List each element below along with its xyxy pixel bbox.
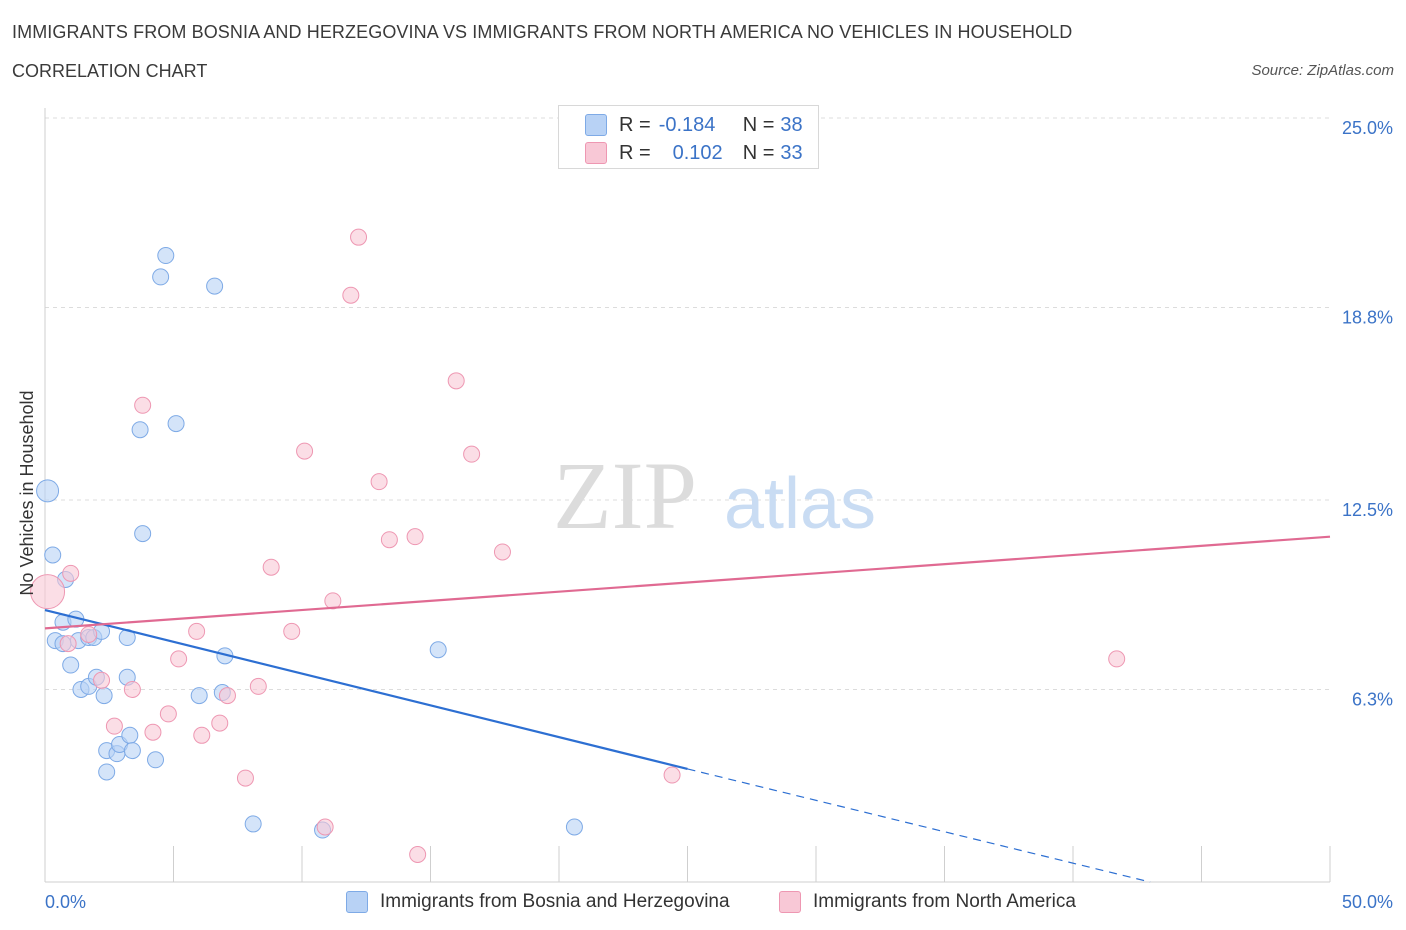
point-north-america	[188, 622, 206, 640]
point-north-america	[62, 564, 80, 582]
legend-row-north-america: R = 0.102 N = 33	[585, 141, 803, 165]
point-north-america	[159, 705, 177, 723]
series-legend-north-america: Immigrants from North America	[779, 890, 1076, 914]
point-north-america	[193, 726, 211, 744]
point-north-america	[447, 372, 465, 390]
point-north-america	[218, 687, 236, 705]
data-points	[30, 228, 1126, 863]
point-bosnia	[157, 247, 175, 265]
y-tick-label: 6.3%	[1352, 689, 1393, 709]
y-tick-label: 12.5%	[1342, 500, 1393, 520]
series-swatch-blue	[346, 891, 368, 913]
point-north-america	[144, 723, 162, 741]
point-north-america	[370, 473, 388, 491]
watermark: ZIP atlas	[553, 442, 876, 549]
point-north-america	[123, 680, 141, 698]
legend-r-label: R =	[619, 113, 651, 136]
point-bosnia	[206, 277, 224, 295]
watermark-atlas: atlas	[724, 464, 876, 544]
legend-n-value: 33	[780, 141, 803, 164]
point-north-america	[350, 228, 368, 246]
series-legend-label: Immigrants from Bosnia and Herzegovina	[380, 891, 730, 912]
source-credit: Source: ZipAtlas.com	[1251, 62, 1394, 79]
point-north-america	[211, 714, 229, 732]
point-north-america	[236, 769, 254, 787]
point-north-america	[283, 622, 301, 640]
point-north-america	[409, 845, 427, 863]
legend-swatch-blue	[585, 114, 607, 136]
point-bosnia	[62, 656, 80, 674]
y-axis-label: No Vehicles in Household	[17, 390, 37, 595]
point-north-america	[262, 558, 280, 576]
point-north-america	[493, 543, 511, 561]
y-tick-label: 18.8%	[1342, 307, 1393, 327]
trend-lines	[44, 535, 1331, 883]
x-tick-label: 0.0%	[45, 892, 86, 912]
chart-title: IMMIGRANTS FROM BOSNIA AND HERZEGOVINA V…	[12, 22, 1073, 42]
point-bosnia	[244, 815, 262, 833]
point-bosnia	[44, 546, 62, 564]
series-legend-bosnia: Immigrants from Bosnia and Herzegovina	[346, 890, 730, 914]
x-tick-labels: 0.0% 50.0%	[45, 892, 1393, 912]
point-north-america	[59, 635, 77, 653]
point-north-america	[170, 650, 188, 668]
y-tick-label: 25.0%	[1342, 118, 1393, 138]
legend-r-value: -0.184	[658, 113, 716, 136]
legend-n-label: N =	[742, 113, 775, 136]
series-swatch-pink	[779, 891, 801, 913]
point-north-america	[463, 445, 481, 463]
point-bosnia	[98, 763, 116, 781]
legend-n-value: 38	[780, 113, 803, 136]
point-bosnia	[123, 742, 141, 760]
legend-r-label: R =	[619, 141, 651, 164]
point-north-america	[134, 396, 152, 414]
point-north-america	[342, 286, 360, 304]
legend-n-label: N =	[742, 141, 775, 164]
point-north-america	[380, 531, 398, 549]
chart-subtitle: CORRELATION CHART	[12, 61, 208, 81]
point-bosnia	[95, 687, 113, 705]
point-north-america	[406, 528, 424, 546]
point-bosnia	[167, 415, 185, 433]
point-bosnia	[147, 751, 165, 769]
trendline-bosnia	[44, 608, 688, 770]
grid-lines	[45, 117, 1330, 690]
point-north-america	[316, 818, 334, 836]
trendline-bosnia-extension	[687, 768, 1151, 883]
point-bosnia	[429, 641, 447, 659]
point-north-america	[663, 766, 681, 784]
trendline-north-america	[44, 535, 1331, 630]
point-bosnia	[121, 726, 139, 744]
point-bosnia	[190, 687, 208, 705]
point-north-america	[105, 717, 123, 735]
point-north-america	[249, 677, 267, 695]
y-tick-labels: 6.3% 12.5% 18.8% 25.0%	[1342, 118, 1393, 709]
legend-r-value: 0.102	[672, 141, 723, 164]
point-north-america	[30, 574, 66, 610]
point-bosnia	[134, 525, 152, 543]
point-north-america	[1108, 650, 1126, 668]
legend-swatch-pink	[585, 142, 607, 164]
x-tick-label: 50.0%	[1342, 892, 1393, 912]
point-bosnia	[131, 421, 149, 439]
point-bosnia	[152, 268, 170, 286]
legend-row-bosnia: R = -0.184 N = 38	[585, 113, 803, 137]
point-north-america	[80, 625, 98, 643]
point-north-america	[93, 671, 111, 689]
stats-legend: R = -0.184 N = 38 R = 0.102 N = 33	[558, 105, 819, 169]
point-north-america	[296, 442, 314, 460]
point-bosnia	[36, 479, 60, 503]
series-legend-label: Immigrants from North America	[813, 891, 1076, 912]
watermark-zip: ZIP	[553, 442, 697, 549]
point-bosnia	[565, 818, 583, 836]
